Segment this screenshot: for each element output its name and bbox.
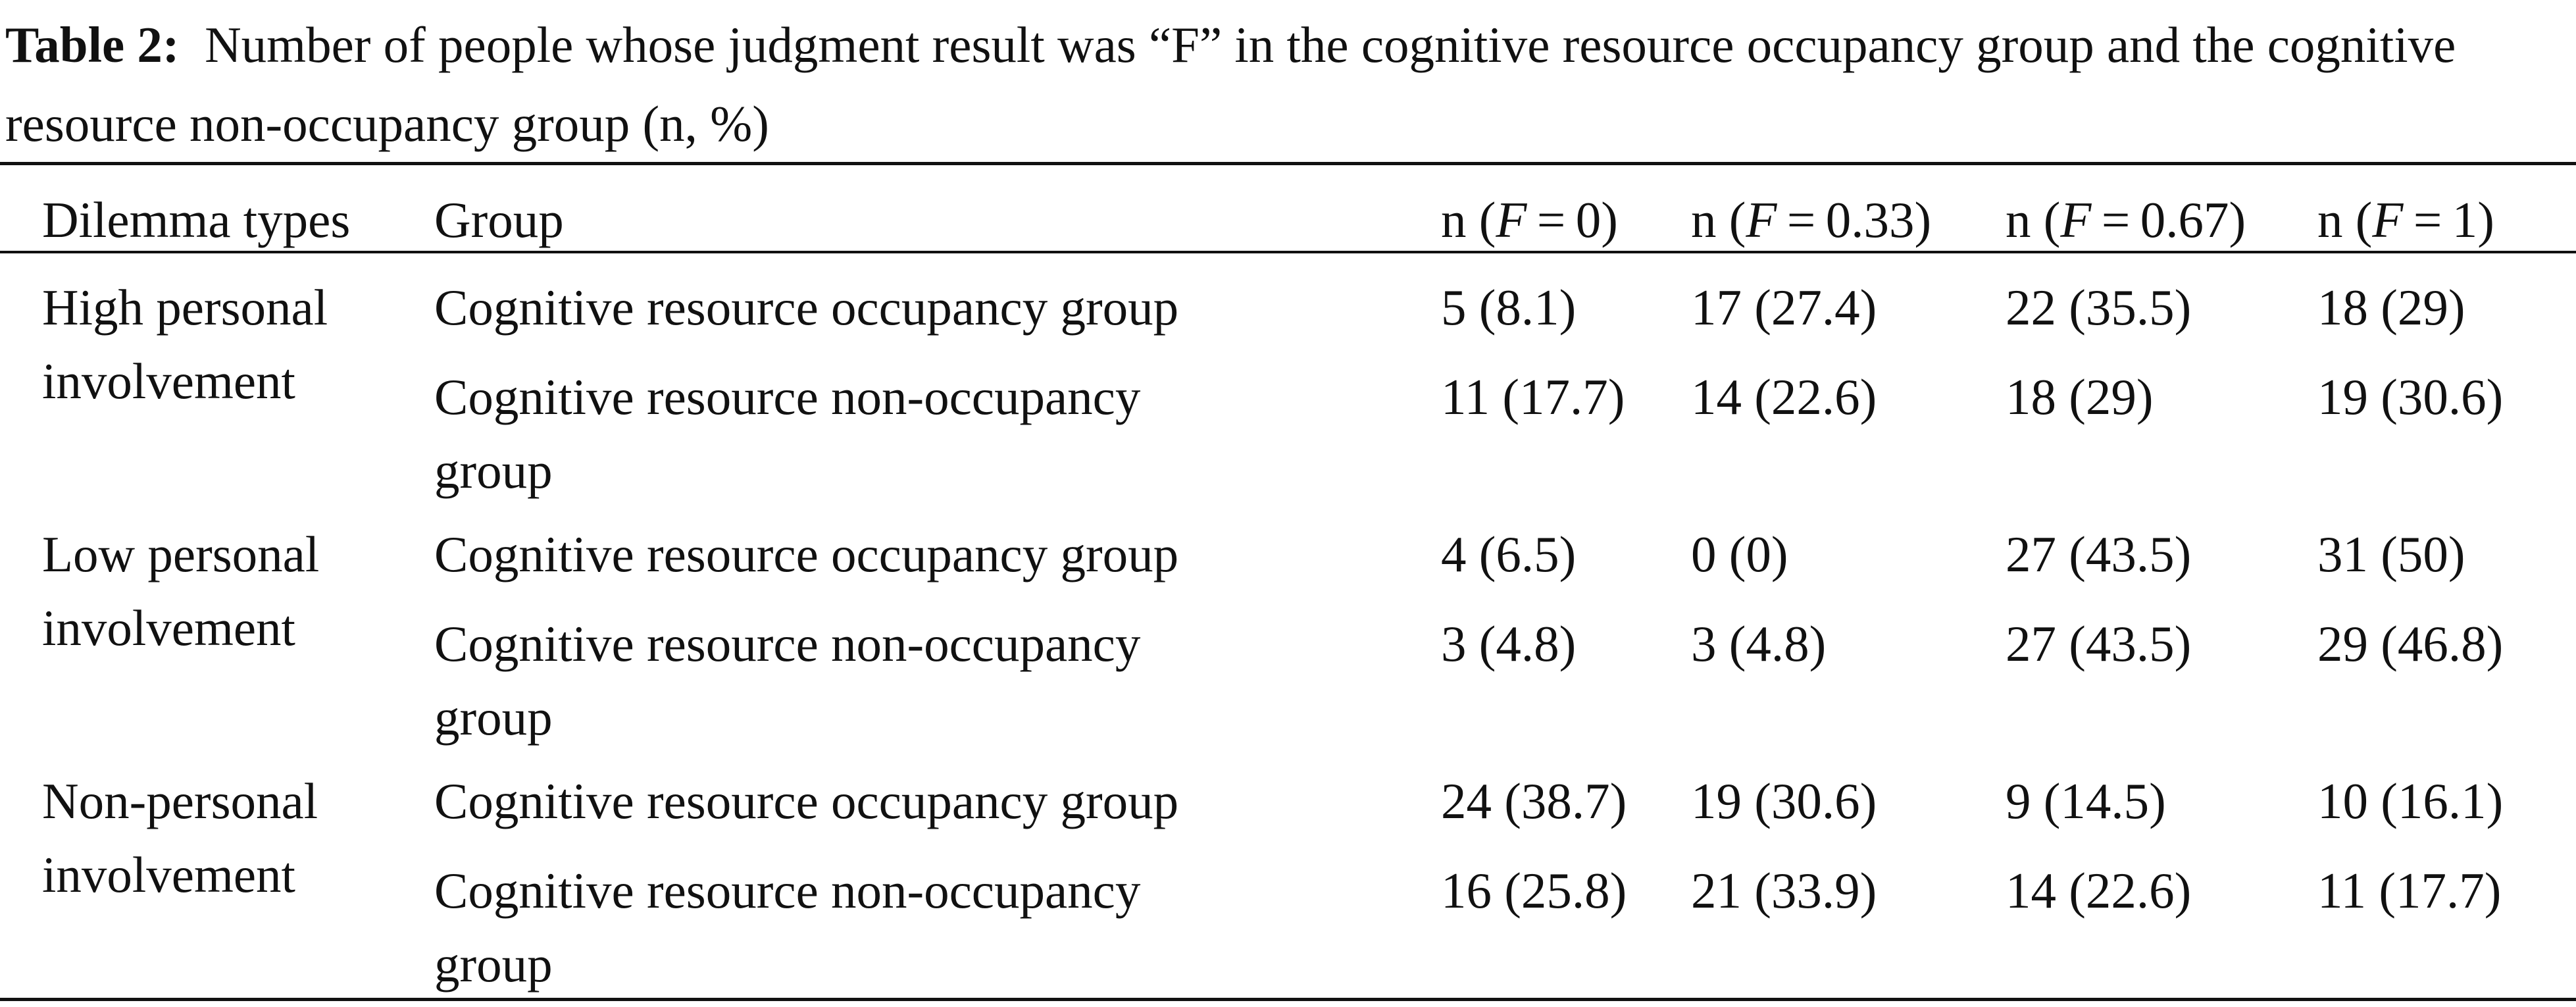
value-f0: 16 (25.8) xyxy=(1441,862,1627,919)
header-dilemma-types: Dilemma types xyxy=(42,192,351,248)
value-f0: 4 (6.5) xyxy=(1441,526,1577,582)
value-f0: 24 (38.7) xyxy=(1441,773,1627,829)
group-cell-continued: group xyxy=(434,442,553,499)
value-f0: 11 (17.7) xyxy=(1441,369,1625,425)
group-cell: Cognitive resource non-occupancy xyxy=(434,862,1141,919)
value-f067: 22 (35.5) xyxy=(2006,279,2192,336)
dilemma-low-line2: involvement xyxy=(42,600,295,656)
table-caption: Table 2: Number of people whose judgment… xyxy=(5,5,2571,163)
value-f0: 3 (4.8) xyxy=(1441,615,1577,672)
value-f067: 9 (14.5) xyxy=(2006,773,2166,829)
group-cell-continued: group xyxy=(434,936,553,993)
group-cell: Cognitive resource occupancy group xyxy=(434,526,1179,582)
group-cell-continued: group xyxy=(434,689,553,746)
value-f0: 5 (8.1) xyxy=(1441,279,1577,336)
value-f033: 0 (0) xyxy=(1691,526,1788,582)
dilemma-non-line1: Non-personal xyxy=(42,773,318,829)
value-f1: 18 (29) xyxy=(2317,279,2465,336)
header-f033: n (F = 0.33) xyxy=(1691,192,1932,248)
dilemma-high-line2: involvement xyxy=(42,353,295,409)
dilemma-high-line1: High personal xyxy=(42,279,328,336)
value-f1: 31 (50) xyxy=(2317,526,2465,582)
table-caption-label: Table 2: xyxy=(5,16,180,73)
value-f1: 11 (17.7) xyxy=(2317,862,2502,919)
dilemma-non-line2: involvement xyxy=(42,846,295,903)
value-f067: 27 (43.5) xyxy=(2006,526,2192,582)
group-cell: Cognitive resource non-occupancy xyxy=(434,369,1141,425)
table-top-rule xyxy=(0,162,2576,165)
header-f067: n (F = 0.67) xyxy=(2006,192,2246,248)
value-f067: 27 (43.5) xyxy=(2006,615,2192,672)
header-f1: n (F = 1) xyxy=(2317,192,2494,248)
value-f1: 10 (16.1) xyxy=(2317,773,2504,829)
value-f067: 14 (22.6) xyxy=(2006,862,2192,919)
table-bottom-rule xyxy=(0,998,2576,1001)
value-f1: 19 (30.6) xyxy=(2317,369,2504,425)
group-cell: Cognitive resource occupancy group xyxy=(434,279,1179,336)
table-caption-text: Number of people whose judgment result w… xyxy=(5,16,2456,152)
dilemma-low-line1: Low personal xyxy=(42,526,320,582)
value-f1: 29 (46.8) xyxy=(2317,615,2504,672)
value-f033: 21 (33.9) xyxy=(1691,862,1877,919)
value-f033: 17 (27.4) xyxy=(1691,279,1877,336)
group-cell: Cognitive resource non-occupancy xyxy=(434,615,1141,672)
value-f067: 18 (29) xyxy=(2006,369,2154,425)
header-group: Group xyxy=(434,192,564,248)
group-cell: Cognitive resource occupancy group xyxy=(434,773,1179,829)
value-f033: 14 (22.6) xyxy=(1691,369,1877,425)
table-header-rule xyxy=(0,251,2576,253)
value-f033: 3 (4.8) xyxy=(1691,615,1827,672)
header-f0: n (F = 0) xyxy=(1441,192,1618,248)
value-f033: 19 (30.6) xyxy=(1691,773,1877,829)
